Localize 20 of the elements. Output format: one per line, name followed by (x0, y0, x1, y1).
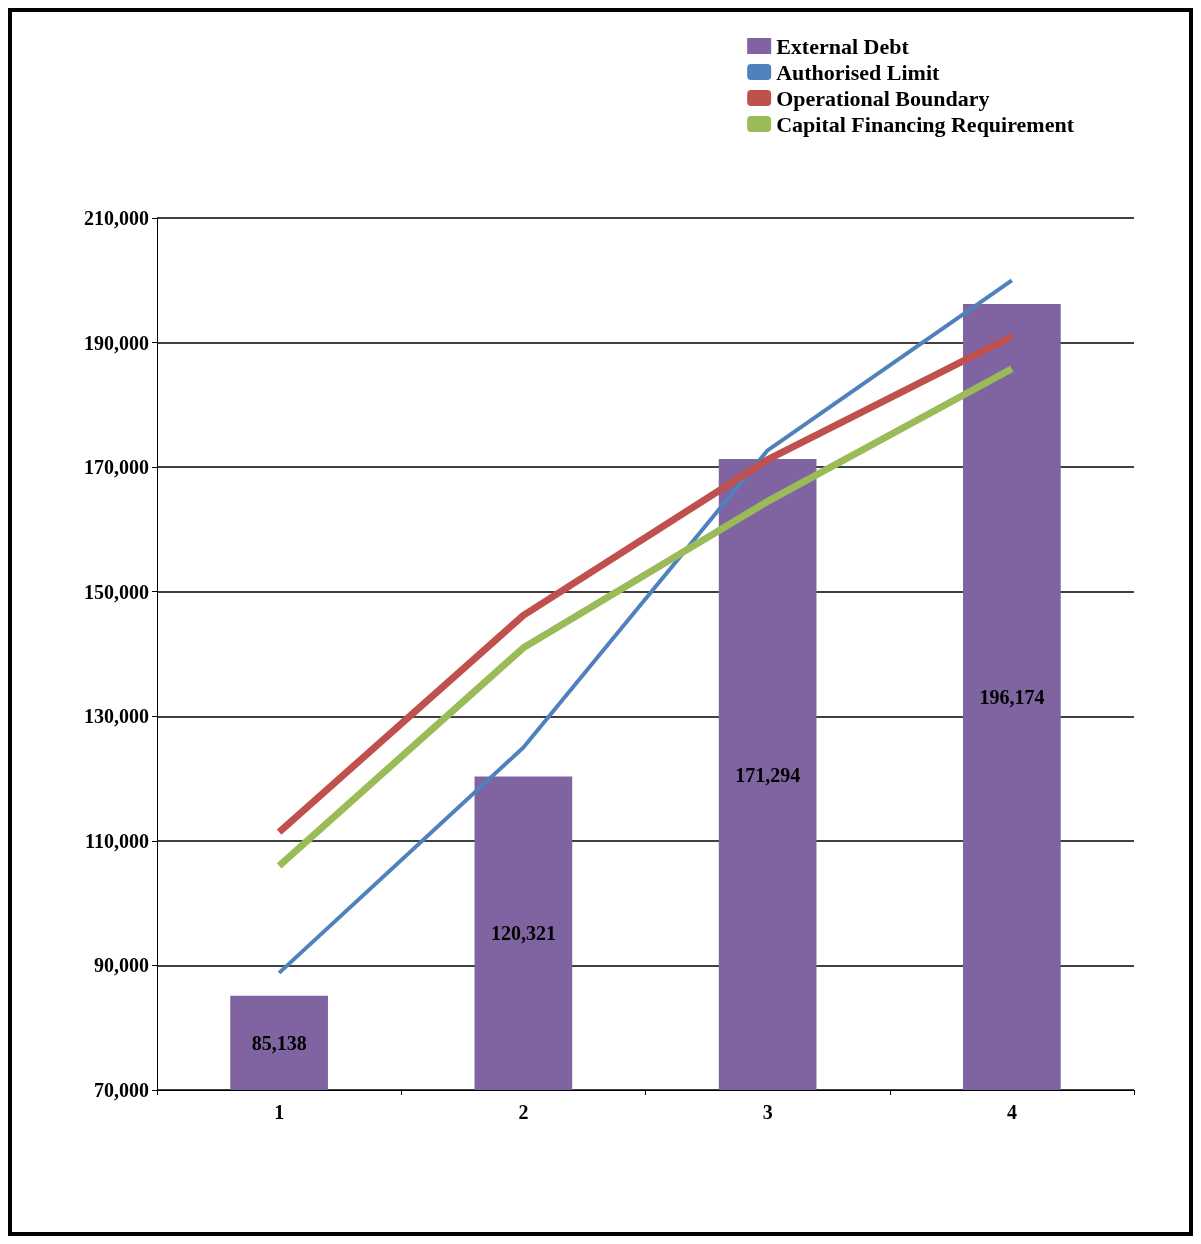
y-tick-label: 70,000 (94, 1079, 149, 1101)
y-tick-label: 190,000 (84, 331, 149, 354)
x-tick-label: 1 (274, 1101, 285, 1123)
data-label: 120,321 (490, 922, 556, 945)
data-label: 85,138 (251, 1031, 307, 1054)
legend-label: External Debt (776, 33, 910, 59)
y-tick-label: 90,000 (94, 954, 149, 977)
y-tick-label: 110,000 (85, 829, 149, 852)
x-tick-label: 2 (518, 1101, 529, 1123)
y-tick-label: 150,000 (84, 580, 149, 603)
legend-label: Authorised Limit (776, 59, 941, 85)
y-tick-label: 210,000 (84, 207, 149, 229)
data-label: 196,174 (979, 686, 1045, 709)
y-tick-label: 130,000 (84, 705, 149, 728)
x-tick-label: 4 (1006, 1101, 1017, 1123)
x-tick-label: 3 (762, 1101, 773, 1123)
data-label: 171,294 (735, 763, 801, 786)
legend-label: Capital Financing Requirement (776, 111, 1075, 137)
y-tick-label: 170,000 (84, 456, 149, 479)
legend-label: Operational Boundary (776, 85, 990, 111)
